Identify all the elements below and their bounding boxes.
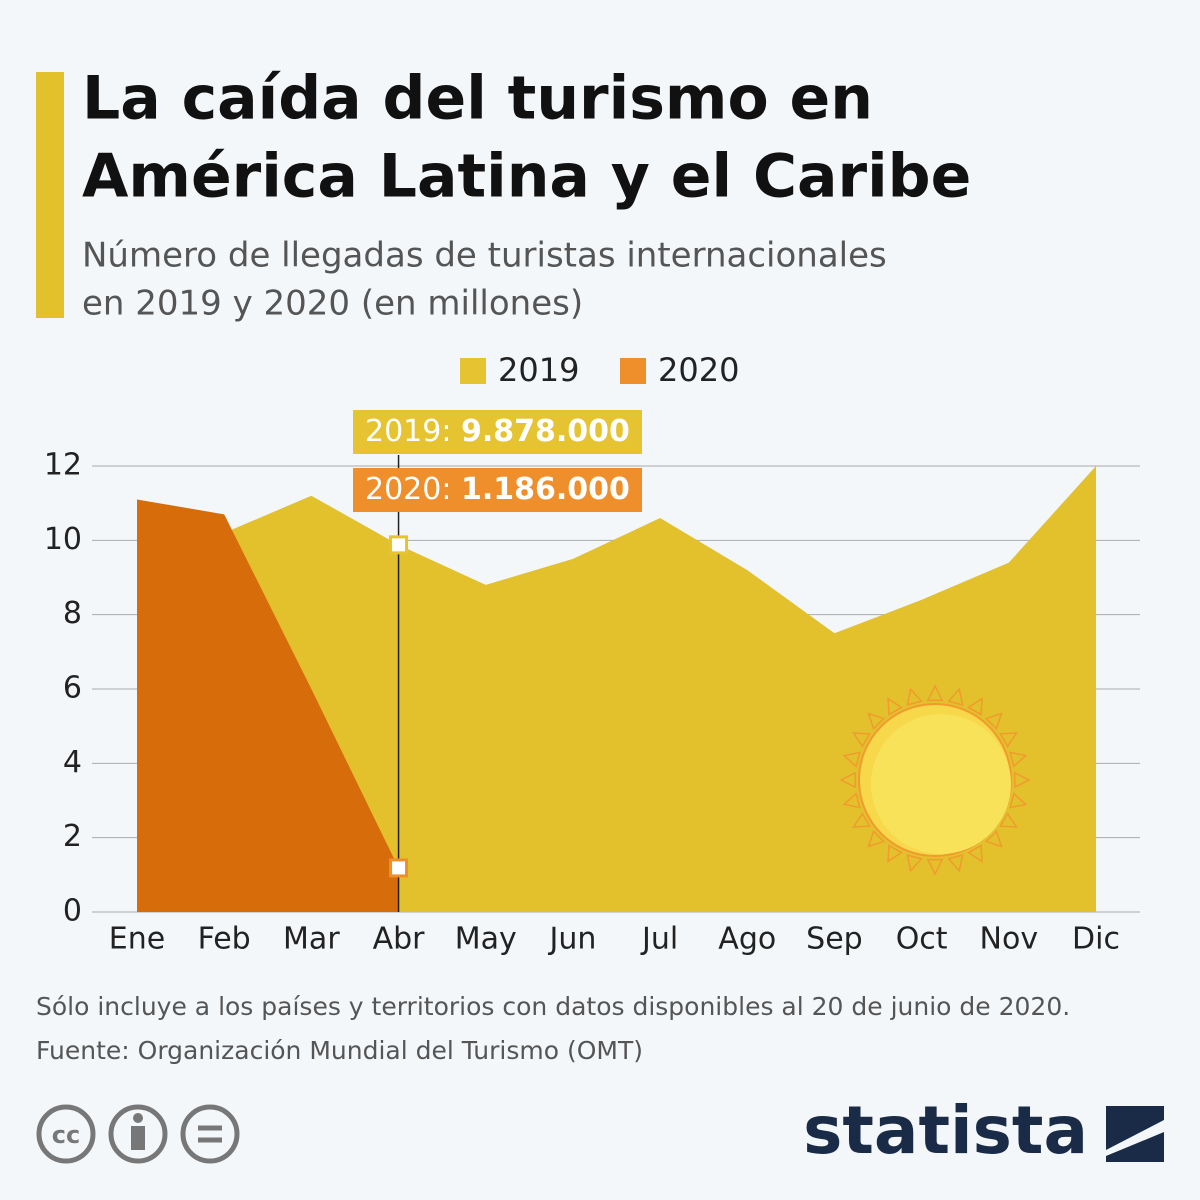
sun-ray: [984, 712, 1003, 731]
license-icons: [36, 1104, 240, 1164]
tooltip-text: 9.878.000: [461, 414, 630, 449]
y-tick-label: 12: [44, 448, 82, 483]
chart-title: América Latina y el Caribe: [82, 142, 971, 212]
sun-ray: [999, 732, 1018, 748]
highlight-marker: [389, 858, 409, 878]
chart-subtitle: Número de llegadas de turistas internaci…: [82, 236, 887, 276]
sun-ray: [967, 844, 983, 863]
accent-bar: [36, 72, 64, 318]
x-tick-label: Nov: [980, 922, 1039, 957]
sun-ray: [984, 829, 1003, 848]
brand-icon: [1106, 1106, 1164, 1162]
x-tick-label: Ago: [718, 922, 776, 957]
sun-ray: [852, 732, 871, 748]
footnote: Sólo incluye a los países y territorios …: [36, 992, 1070, 1021]
x-tick-label: Mar: [283, 922, 340, 957]
x-tick-label: Ene: [109, 922, 165, 957]
sun-ray: [926, 684, 944, 702]
highlight-marker: [389, 535, 409, 555]
sun-ray: [1009, 792, 1028, 809]
brand: statista: [803, 1092, 1088, 1169]
y-tick-label: 0: [63, 894, 82, 929]
x-tick-label: Oct: [896, 922, 948, 957]
legend-swatch: [620, 358, 646, 384]
y-tick-label: 10: [44, 522, 82, 557]
sun-ray: [926, 858, 944, 876]
sun-ray: [906, 854, 923, 873]
y-tick-label: 2: [63, 819, 82, 854]
legend-swatch: [460, 358, 486, 384]
tooltip: 20199.878.000: [353, 410, 642, 454]
sun-core: [871, 714, 1011, 854]
legend-label: 2019: [498, 351, 579, 389]
sun-ray: [852, 812, 871, 828]
tooltip-text: 2020: [365, 472, 461, 507]
tooltip-text: 2019: [365, 414, 461, 449]
sun-ray: [842, 792, 861, 809]
tooltip: 20201.186.000: [353, 468, 642, 512]
x-tick-label: Jun: [547, 922, 596, 957]
sun-ray: [842, 751, 861, 768]
area: [137, 499, 399, 912]
sun-ray: [967, 697, 983, 716]
y-tick-label: 4: [63, 745, 82, 780]
y-tick-label: 6: [63, 671, 82, 706]
y-tick-label: 8: [63, 596, 82, 631]
x-tick-label: Jul: [640, 922, 678, 957]
license-label: cc: [52, 1121, 80, 1149]
x-tick-label: Feb: [198, 922, 251, 957]
sun-ray: [999, 812, 1018, 828]
source: Fuente: Organización Mundial del Turismo…: [36, 1036, 643, 1065]
legend-label: 2020: [658, 351, 739, 389]
sun-ray: [867, 829, 886, 848]
chart-subtitle: en 2019 y 2020 (en millones): [82, 284, 583, 324]
sun-ray: [947, 854, 964, 873]
sun-ray: [947, 687, 964, 706]
chart-title: La caída del turismo en: [82, 64, 873, 134]
tooltip-text: 1.186.000: [461, 472, 630, 507]
x-tick-label: Abr: [373, 922, 426, 957]
sun-ray: [867, 712, 886, 731]
sun-ray: [906, 687, 923, 706]
x-tick-label: Sep: [806, 922, 863, 957]
plot: 0 2 4 6 8 10 12 Ene Feb Mar Abr May Jun Jul Ago Sep Oct N…: [44, 351, 1140, 957]
area: [137, 466, 1096, 912]
sun-ray: [1013, 771, 1031, 789]
x-tick-label: May: [455, 922, 517, 957]
sun-ray: [887, 697, 903, 716]
sun-ray: [839, 771, 857, 789]
x-tick-label: Dic: [1072, 922, 1120, 957]
sun-ray: [887, 844, 903, 863]
sun-ray: [1009, 751, 1028, 768]
